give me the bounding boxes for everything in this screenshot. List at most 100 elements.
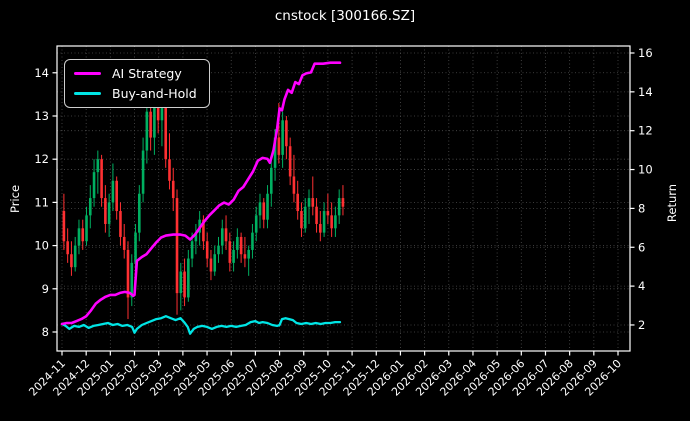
return-tick-label: 14 <box>638 85 653 99</box>
candle-body <box>266 193 269 220</box>
buy-and-hold-line <box>60 315 342 335</box>
plot-border <box>56 45 631 352</box>
candle-body <box>153 103 156 138</box>
candle-body <box>134 232 137 263</box>
candle-body <box>62 211 66 242</box>
candle-body <box>96 159 100 173</box>
legend-item-buy-and-hold: Buy-and-Hold <box>74 86 197 101</box>
candle-body <box>281 120 284 155</box>
candle-body <box>273 137 277 168</box>
right-axis-label: Return <box>665 183 679 223</box>
price-tick-label: 12 <box>34 152 49 166</box>
candle-body <box>292 176 296 194</box>
ai-strategy-line <box>60 61 342 326</box>
candle-body <box>100 159 103 199</box>
candle-body <box>70 254 73 268</box>
candle-body <box>213 254 217 272</box>
return-tick-label: 6 <box>638 240 645 254</box>
candle-body <box>322 211 326 233</box>
candle-body <box>88 198 92 216</box>
candle-body <box>285 120 288 147</box>
candle-body <box>217 245 220 255</box>
candle-body <box>168 159 171 181</box>
candle-body <box>85 215 88 242</box>
return-tick-label: 8 <box>638 201 645 215</box>
candle-body <box>115 180 118 212</box>
candle-body <box>179 271 183 294</box>
return-tick-label: 12 <box>638 124 653 138</box>
candle-body <box>202 219 205 242</box>
candle-body <box>239 236 243 255</box>
candle-body <box>73 245 77 268</box>
candle-body <box>119 211 122 237</box>
price-tick-label: 9 <box>42 282 49 296</box>
candle-body <box>190 241 194 259</box>
chart-title: cnstock [300166.SZ] <box>274 8 416 24</box>
ai-strategy-line-swatch <box>74 71 101 76</box>
candle-body <box>288 146 292 177</box>
candle-body <box>138 193 141 233</box>
price-tick-label: 8 <box>42 325 49 339</box>
buy-and-hold-line-swatch <box>74 91 101 96</box>
candle-body <box>92 172 96 199</box>
candle-body <box>77 228 81 246</box>
return-tick-label: 10 <box>638 163 653 177</box>
candle-body <box>247 249 250 259</box>
candle-body <box>334 215 337 229</box>
candle-body <box>307 198 311 207</box>
legend: AI Strategy Buy-and-Hold <box>64 59 210 108</box>
candle-body <box>319 223 322 233</box>
price-tick-label: 10 <box>34 239 49 253</box>
candle-body <box>130 262 134 298</box>
legend-label: AI Strategy <box>112 66 182 81</box>
candle-body <box>156 103 160 121</box>
candle-body <box>141 150 145 194</box>
candle-body <box>315 206 318 224</box>
candle-body <box>330 215 333 229</box>
candle-body <box>300 211 303 229</box>
candle-body <box>228 241 232 263</box>
candle-body <box>341 198 345 207</box>
candle-body <box>303 206 307 229</box>
price-tick-label: 11 <box>34 195 49 209</box>
candle-body <box>175 198 179 294</box>
return-tick-label: 4 <box>638 279 645 293</box>
candle-body <box>277 137 281 155</box>
candle-body <box>149 111 152 138</box>
candle-body <box>111 180 115 203</box>
candle-body <box>122 236 126 250</box>
candle-body <box>232 249 235 263</box>
candle-body <box>160 107 164 121</box>
price-tick-label: 13 <box>34 109 49 123</box>
candle-body <box>236 236 239 250</box>
return-tick-label: 16 <box>638 46 653 60</box>
candle-body <box>145 111 149 151</box>
legend-label: Buy-and-Hold <box>112 86 197 101</box>
price-tick-label: 14 <box>34 66 49 80</box>
candle-body <box>251 232 254 250</box>
legend-item-ai-strategy: AI Strategy <box>74 66 197 81</box>
candle-body <box>104 198 107 224</box>
candle-body <box>205 241 209 259</box>
left-axis-label: Price <box>8 184 22 214</box>
candle-body <box>66 241 69 255</box>
candle-body <box>254 215 258 233</box>
candle-body <box>209 258 213 272</box>
candle-body <box>269 167 273 194</box>
candle-body <box>224 228 228 242</box>
candle-body <box>220 228 224 246</box>
candle-body <box>337 198 341 216</box>
candle-body <box>243 254 247 259</box>
candle-body <box>194 232 198 242</box>
candle-body <box>81 228 85 242</box>
candle-body <box>183 271 186 298</box>
candle-body <box>171 180 175 199</box>
candle-body <box>126 249 130 298</box>
candle-body <box>326 211 330 216</box>
candle-body <box>107 202 111 224</box>
candle-body <box>262 202 266 220</box>
candle-body <box>164 107 168 160</box>
return-tick-label: 2 <box>638 318 645 332</box>
